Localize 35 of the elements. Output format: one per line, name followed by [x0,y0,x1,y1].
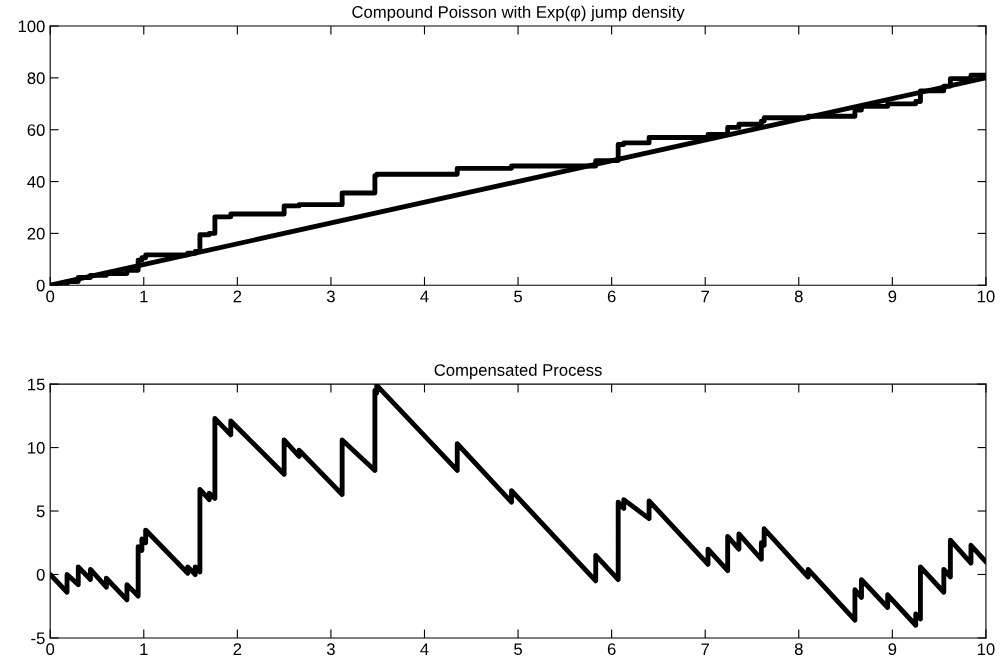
y-tick-label: 80 [27,72,45,85]
chart-title: Compound Poisson with Exp(φ) jump density [352,5,685,22]
x-tick-label: 4 [420,643,429,655]
x-tick-label: 3 [326,290,335,303]
y-tick-label: 40 [27,175,45,188]
x-tick-label: 5 [514,643,522,656]
y-tick-label: 5 [36,505,45,518]
x-tick-label: 4 [420,290,429,303]
x-tick-label: 9 [888,643,897,656]
y-tick-label: 60 [27,124,45,136]
y-tick-label: 20 [27,227,45,240]
x-tick-label: 9 [888,290,897,303]
y-tick-label: -5 [31,632,45,645]
x-tick-label: 2 [233,290,242,303]
y-tick-label: 100 [18,20,45,33]
y-tick-label: 10 [28,441,45,454]
x-tick-label: 1 [140,643,148,655]
x-tick-label: 2 [233,643,242,655]
x-tick-label: 0 [46,643,55,656]
x-tick-label: 8 [794,643,803,656]
x-tick-label: 10 [977,643,995,656]
y-tick-label: 0 [36,568,45,581]
x-tick-label: 8 [794,290,803,303]
chart-title: Compensated Process [434,363,602,380]
x-tick-label: 7 [701,290,710,303]
x-tick-label: 10 [977,290,995,303]
y-tick-label: 0 [36,279,45,292]
x-tick-label: 0 [46,290,55,303]
x-tick-label: 1 [140,290,148,303]
y-tick-label: 15 [28,378,45,391]
x-tick-label: 5 [514,290,522,303]
x-tick-label: 7 [701,643,710,655]
x-tick-label: 6 [607,290,616,303]
x-tick-label: 6 [607,643,616,656]
x-tick-label: 3 [326,643,335,656]
